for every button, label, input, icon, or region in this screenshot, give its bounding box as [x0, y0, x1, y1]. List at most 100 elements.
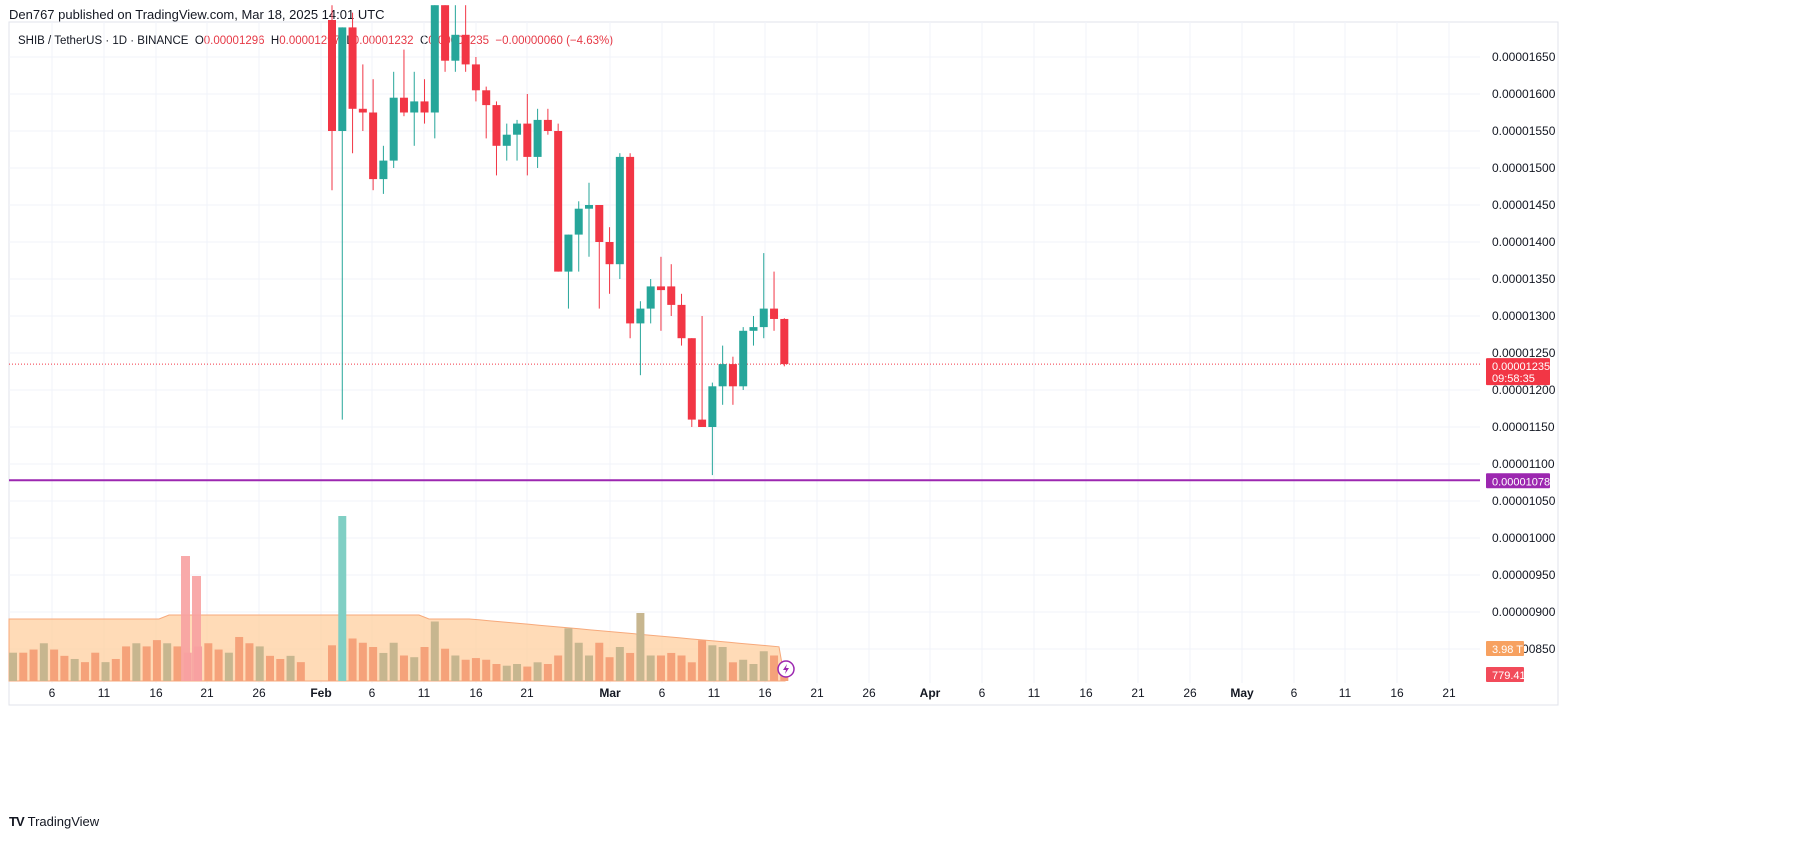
candle-body: [369, 112, 378, 180]
volume-last-badge: [1486, 667, 1524, 682]
volume-bar: [19, 652, 28, 681]
volume-bar: [132, 643, 141, 681]
volume-bar: [513, 664, 522, 681]
open-value: 0.00001296: [203, 35, 265, 47]
x-tick-label: 6: [979, 686, 986, 700]
tradingview-logo[interactable]: TV TradingView: [9, 814, 99, 829]
candle-body: [533, 119, 542, 157]
candle-body: [595, 205, 604, 242]
low-value: 0.00001232: [352, 35, 414, 47]
volume-bar: [677, 655, 686, 681]
volume-bar: [492, 664, 501, 681]
candle-body: [441, 5, 450, 61]
volume-bar: [718, 647, 727, 681]
candle-body: [770, 308, 779, 319]
x-tick-label: 11: [1339, 686, 1352, 700]
candle-body: [605, 242, 614, 265]
volume-bar: [80, 662, 89, 681]
volume-bar: [708, 645, 717, 681]
volume-bar: [204, 643, 213, 681]
volume-bar: [348, 638, 357, 681]
volume-bar: [29, 649, 38, 681]
x-tick-label: 6: [1291, 686, 1298, 700]
candle-body: [523, 123, 532, 157]
y-tick-label: 0.00001400: [1492, 235, 1556, 249]
last-price-badge-text: 0.00001235: [1492, 361, 1550, 373]
change-value: −0.00000060 (−4.63%): [495, 35, 614, 47]
volume-bar: [60, 655, 69, 681]
y-tick-label: 0.00001600: [1492, 87, 1556, 101]
volume-bar: [181, 556, 190, 681]
volume-bar: [533, 662, 542, 681]
x-tick-label: May: [1230, 686, 1254, 700]
volume-bar: [358, 642, 367, 681]
volume-bar: [39, 643, 48, 681]
volume-bar: [461, 659, 470, 681]
x-tick-label: 16: [149, 686, 163, 700]
volume-bar: [420, 647, 429, 681]
volume-bar: [451, 655, 460, 681]
volume-bar: [770, 655, 779, 681]
candle-body: [574, 208, 583, 235]
volume-ma-badge: [1486, 641, 1524, 656]
x-tick-label: 11: [418, 686, 431, 700]
volume-bar: [502, 665, 511, 681]
volume-bar: [646, 655, 655, 681]
y-tick-label: 0.00001550: [1492, 124, 1556, 138]
y-tick-label: 0.00001250: [1492, 346, 1556, 360]
support-level-badge: [1486, 473, 1550, 489]
volume-bar: [9, 652, 17, 681]
support-level-badge-text: 0.00001078: [1492, 476, 1550, 488]
candle-body: [502, 134, 511, 146]
candle-body: [708, 386, 717, 427]
symbol-label[interactable]: SHIB / TetherUS · 1D · BINANCE: [18, 35, 189, 47]
candle-body: [471, 64, 480, 91]
volume-bar: [749, 664, 758, 681]
x-tick-label: 6: [369, 686, 376, 700]
candle-body: [698, 419, 707, 427]
y-tick-label: 0.00001200: [1492, 383, 1556, 397]
candle-body: [626, 156, 635, 324]
volume-bar: [574, 642, 583, 681]
x-tick-label: 21: [200, 686, 214, 700]
volume-bar: [698, 640, 707, 681]
candle-body: [492, 105, 501, 146]
candle-body: [420, 101, 429, 113]
volume-bar: [296, 662, 305, 681]
candle-body: [461, 34, 470, 65]
volume-bar: [276, 658, 285, 681]
candle-body: [389, 97, 398, 161]
x-tick-label: 6: [659, 686, 666, 700]
x-tick-label: 21: [1442, 686, 1456, 700]
x-tick-label: 6: [49, 686, 56, 700]
candle-body: [585, 205, 593, 209]
volume-bar: [389, 642, 398, 681]
y-tick-label: 0.00000900: [1492, 605, 1556, 619]
candle-body: [780, 318, 789, 365]
candle-body: [399, 97, 408, 113]
candle-body: [410, 101, 419, 113]
high-value: 0.00001297: [279, 35, 340, 47]
candle-body: [759, 308, 768, 328]
y-tick-label: 0.00001150: [1492, 420, 1555, 434]
candle-body: [430, 5, 439, 113]
x-tick-label: 26: [1183, 686, 1197, 700]
candle-body: [646, 286, 655, 309]
volume-bar: [214, 649, 223, 681]
y-tick-label: 0.00001100: [1492, 457, 1555, 471]
volume-bar: [328, 645, 336, 681]
volume-bar: [595, 642, 604, 681]
candle-body: [656, 286, 665, 291]
x-tick-label: 11: [1028, 686, 1041, 700]
y-tick-label: 0.00001300: [1492, 309, 1556, 323]
candle-body: [739, 330, 748, 387]
volume-bar: [173, 646, 182, 681]
candle-body: [513, 123, 522, 135]
x-tick-label: Feb: [310, 686, 331, 700]
volume-bar: [687, 662, 696, 681]
candle-body: [749, 327, 758, 331]
volume-bar: [605, 657, 614, 681]
volume-bar: [399, 655, 408, 681]
volume-bar: [111, 658, 120, 681]
